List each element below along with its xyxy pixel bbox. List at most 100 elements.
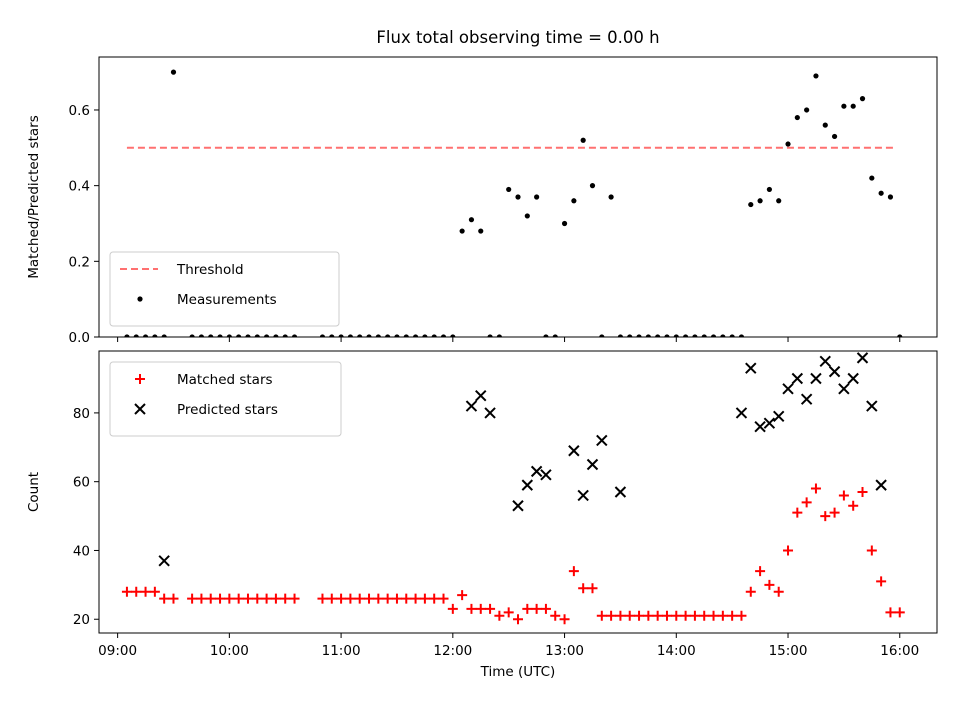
x-tick-label: 11:00: [322, 643, 361, 659]
measurement-point: [496, 334, 502, 337]
matched-point: [680, 610, 691, 621]
predicted-point: [484, 407, 496, 419]
legend-label: Matched stars: [177, 372, 273, 388]
matched-point: [764, 579, 775, 590]
measurement-point: [701, 334, 707, 337]
matched-point: [503, 607, 514, 618]
measurement-point: [543, 334, 549, 337]
matched-point: [708, 610, 719, 621]
matched-point: [457, 590, 468, 601]
predicted-point: [614, 486, 627, 498]
matched-point: [829, 507, 840, 518]
measurement-point: [487, 334, 493, 337]
matched-point: [121, 586, 132, 597]
legend-predicted-swatch: [134, 403, 146, 415]
matched-point: [792, 507, 803, 518]
measurement-point: [748, 201, 754, 208]
measurement-point: [478, 228, 484, 234]
matched-point: [131, 586, 142, 597]
x-axis-label: Time (UTC): [480, 664, 556, 680]
measurement-point: [170, 69, 177, 75]
matched-point: [838, 490, 849, 501]
measurement-point: [319, 334, 326, 337]
matched-point: [345, 593, 356, 604]
measurement-point: [887, 194, 894, 200]
predicted-point: [773, 410, 785, 423]
legend-label: Measurements: [177, 292, 277, 308]
matched-point: [159, 593, 170, 604]
matched-point: [866, 545, 877, 556]
measurement-point: [226, 334, 232, 337]
matched-point: [606, 610, 617, 621]
measurement-point: [655, 334, 661, 337]
matched-point: [187, 593, 198, 604]
y-tick-label: 0.0: [69, 330, 90, 346]
measurement-point: [897, 334, 903, 337]
predicted-point: [856, 352, 869, 364]
matched-point: [354, 593, 365, 604]
matched-point: [578, 583, 589, 594]
matched-point: [727, 610, 738, 621]
matched-point: [447, 603, 458, 614]
measurement-point: [645, 334, 651, 337]
matched-point: [419, 593, 430, 604]
predicted-point: [530, 465, 543, 478]
measurement-point: [282, 334, 288, 337]
matched-point: [410, 593, 421, 604]
matched-point: [280, 593, 291, 604]
predicted-point: [465, 400, 478, 412]
matched-point: [587, 583, 598, 594]
measurement-point: [878, 190, 884, 196]
matched-point: [643, 610, 654, 621]
measurement-point: [720, 334, 726, 337]
matched-point: [326, 593, 337, 604]
matched-point: [745, 586, 756, 597]
matched-point: [382, 593, 393, 604]
matched-point: [689, 610, 700, 621]
matched-point: [205, 593, 216, 604]
y-tick-label: 40: [73, 543, 90, 559]
matched-point: [438, 593, 449, 604]
measurement-point: [850, 103, 856, 109]
measurement-point: [710, 334, 717, 337]
x-tick-label: 10:00: [210, 643, 249, 659]
chart-title: Flux total observing time = 0.00 h: [376, 28, 659, 47]
y-tick-label: 0.6: [69, 103, 90, 119]
measurement-point: [617, 334, 624, 337]
matched-point: [596, 610, 607, 621]
predicted-point: [819, 355, 831, 368]
measurement-point: [683, 334, 689, 337]
measurement-point: [412, 334, 419, 337]
matched-point: [773, 586, 784, 597]
legend-label: Predicted stars: [177, 402, 278, 418]
matched-point: [513, 614, 523, 625]
measurement-point: [506, 186, 512, 193]
measurement-point: [329, 334, 335, 337]
y-tick-label: 20: [73, 612, 90, 628]
measurement-point: [813, 73, 819, 79]
measurement-point: [431, 334, 437, 337]
matched-point: [820, 511, 831, 522]
measurement-point: [757, 198, 763, 204]
predicted-point: [866, 400, 878, 412]
x-tick-label: 12:00: [433, 643, 472, 659]
measurement-point: [440, 334, 447, 337]
predicted-point: [838, 383, 850, 395]
measurement-point: [217, 334, 223, 337]
series-dot: [124, 69, 903, 337]
measurement-point: [236, 334, 242, 337]
measurement-point: [468, 217, 475, 223]
axes-frame: [98, 56, 938, 338]
legend: Matched stars Predicted stars: [109, 361, 342, 437]
y-tick-label: 60: [73, 475, 90, 491]
matched-point: [568, 566, 579, 577]
predicted-point: [475, 389, 487, 402]
measurement-point: [161, 334, 167, 337]
matched-point: [531, 603, 542, 614]
matched-point: [857, 487, 868, 497]
legend-measurement-swatch: [137, 296, 143, 302]
matched-point: [140, 586, 151, 597]
predicted-point: [763, 417, 776, 429]
matched-point: [401, 593, 412, 604]
y-axis-label: Matched/Predicted stars: [26, 115, 42, 278]
